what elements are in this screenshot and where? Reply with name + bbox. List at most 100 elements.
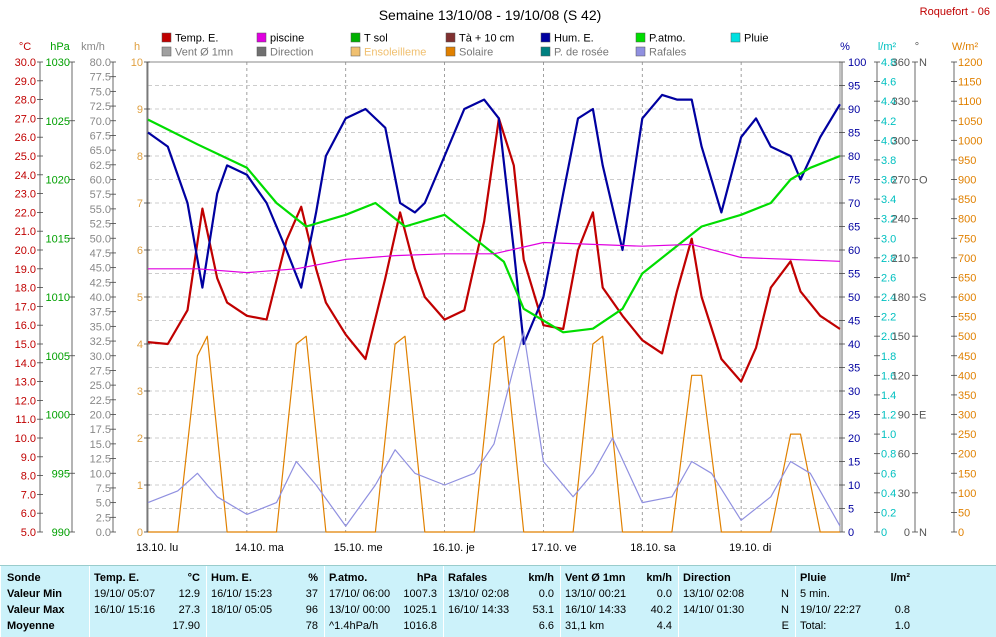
legend-swatch	[540, 32, 551, 43]
wm2-axis-tick-label: 300	[958, 410, 976, 422]
wm2-axis-tick-label: 900	[958, 175, 976, 187]
pct-axis-tick-label: 90	[848, 104, 860, 116]
stats-row-min: Valeur Min	[7, 588, 63, 600]
wm2-axis-tick-label: 550	[958, 312, 976, 324]
series-line-1	[147, 93, 841, 346]
kmh-axis-tick-label: 52.5	[90, 219, 111, 231]
deg-axis-tick-label: 120	[892, 370, 910, 382]
pct-axis-unit: %	[840, 41, 850, 53]
x-day-label: 16.10. je	[433, 542, 475, 554]
temp-axis-tick-label: 8.0	[21, 471, 36, 483]
stats-dir-min-date: 13/10/ 02:08	[683, 588, 745, 600]
legend-swatch	[540, 46, 551, 57]
stats-hum-max: 96	[305, 604, 318, 616]
kmh-axis-unit: km/h	[81, 41, 105, 53]
x-day-label: 13.10. lu	[136, 542, 178, 554]
temp-axis-tick-label: 5.0	[21, 527, 36, 539]
stats-patmo-trend: ^1.4hPa/h	[329, 620, 379, 632]
hpa-axis-tick-label: 1015	[46, 233, 70, 245]
rain-axis-tick-label: 4.2	[881, 116, 896, 128]
wm2-axis-tick-label: 100	[958, 488, 976, 500]
temp-axis-tick-label: 6.0	[21, 508, 36, 520]
kmh-axis-tick-label: 35.0	[90, 321, 111, 333]
series-line-2	[147, 118, 841, 334]
x-day-label: 17.10. ve	[531, 542, 576, 554]
temp-axis-tick-label: 26.0	[15, 132, 36, 144]
stats-row-max: Valeur Max	[7, 604, 65, 616]
wm2-axis-tick-label: 850	[958, 194, 976, 206]
deg-axis-tick-label: 30	[898, 488, 910, 500]
x-day-label: 15.10. me	[334, 542, 383, 554]
series-group	[147, 93, 841, 533]
stats-vent-min: 0.0	[656, 588, 672, 600]
kmh-axis-tick-label: 30.0	[90, 351, 111, 363]
kmh-axis-tick-label: 7.5	[96, 483, 111, 495]
kmh-axis-tick-label: 75.0	[90, 86, 111, 98]
temp-axis-tick-label: 16.0	[15, 320, 36, 332]
temp-axis-tick-label: 9.0	[21, 452, 36, 464]
series-line-3	[148, 241, 841, 274]
x-day-label: 18.10. sa	[630, 542, 676, 554]
stats-temp-max-date: 16/10/ 15:16	[94, 604, 156, 616]
kmh-axis-tick-label: 0.0	[96, 527, 111, 539]
pct-axis-tick-label: 5	[848, 504, 854, 516]
pct-axis-tick-label: 80	[848, 151, 860, 163]
pct-axis-tick-label: 25	[848, 410, 860, 422]
station-name: Roquefort - 06	[920, 6, 990, 18]
kmh-axis-tick-label: 40.0	[90, 292, 111, 304]
legend-label: Direction	[270, 47, 313, 59]
kmh-axis-tick-label: 2.5	[96, 512, 111, 524]
wm2-axis-tick-label: 150	[958, 468, 976, 480]
rain-axis-tick-label: 0.4	[881, 488, 896, 500]
h-axis-tick-label: 5	[137, 292, 143, 304]
stats-vent-title: Vent Ø 1mn	[565, 572, 626, 584]
legend-swatch	[635, 46, 646, 57]
rain-axis-tick-label: 0.6	[881, 468, 896, 480]
kmh-axis-tick-label: 70.0	[90, 116, 111, 128]
legend-swatch	[256, 46, 267, 57]
stats-temp-min: 12.9	[178, 588, 200, 600]
h-axis-tick-label: 10	[131, 57, 143, 69]
h-axis-tick-label: 6	[137, 245, 143, 257]
h-axis-tick-label: 1	[137, 480, 143, 492]
stats-patmo-unit: hPa	[416, 572, 437, 584]
temp-axis-tick-label: 14.0	[15, 358, 36, 370]
kmh-axis-tick-label: 62.5	[90, 160, 111, 172]
pct-axis-tick-label: 100	[848, 57, 866, 69]
legend-swatch	[350, 46, 361, 57]
deg-axis-tick-label: 360	[892, 57, 910, 69]
deg-axis-tick-label: 90	[898, 410, 910, 422]
temp-axis-tick-label: 15.0	[15, 339, 36, 351]
kmh-axis-tick-label: 80.0	[90, 57, 111, 69]
hpa-axis-tick-label: 1025	[46, 116, 70, 128]
wm2-axis-tick-label: 400	[958, 370, 976, 382]
stats-hum-avg: 78	[305, 620, 318, 632]
rain-axis-tick-label: 4.0	[881, 135, 896, 147]
stats-row-avg: Moyenne	[7, 620, 55, 632]
stats-pluie-max-date: 19/10/ 22:27	[800, 604, 862, 616]
rain-axis-tick-label: 2.4	[881, 292, 896, 304]
h-axis-tick-label: 3	[137, 386, 143, 398]
kmh-axis-tick-label: 32.5	[90, 336, 111, 348]
stats-raf-min: 0.0	[538, 588, 554, 600]
hpa-axis-tick-label: 990	[52, 527, 70, 539]
wm2-axis-tick-label: 200	[958, 449, 976, 461]
h-axis-tick-label: 9	[137, 104, 143, 116]
rain-axis-tick-label: 2.8	[881, 253, 896, 265]
deg-axis-dir-label: N	[919, 57, 927, 69]
stats-patmo-min-date: 17/10/ 06:00	[329, 588, 391, 600]
series-line-5	[147, 331, 841, 527]
rain-axis-tick-label: 3.4	[881, 194, 896, 206]
stats-dir-min: N	[781, 588, 789, 600]
stats-col-vent: Vent Ø 1mn km/h 13/10/ 00:21 0.0 16/10/ …	[560, 566, 678, 637]
deg-axis-dir-label: N	[919, 527, 927, 539]
rain-axis-tick-label: 3.2	[881, 214, 896, 226]
stats-raf-max: 53.1	[532, 604, 554, 616]
kmh-axis-tick-label: 12.5	[90, 454, 111, 466]
stats-pluie-total: 1.0	[894, 620, 910, 632]
hpa-axis-tick-label: 1000	[46, 410, 70, 422]
kmh-axis-tick-label: 72.5	[90, 101, 111, 113]
stats-col-temp: Temp. E. °C 19/10/ 05:07 12.9 16/10/ 15:…	[89, 566, 206, 637]
legend-label: Rafales	[649, 47, 687, 59]
kmh-axis-tick-label: 17.5	[90, 424, 111, 436]
